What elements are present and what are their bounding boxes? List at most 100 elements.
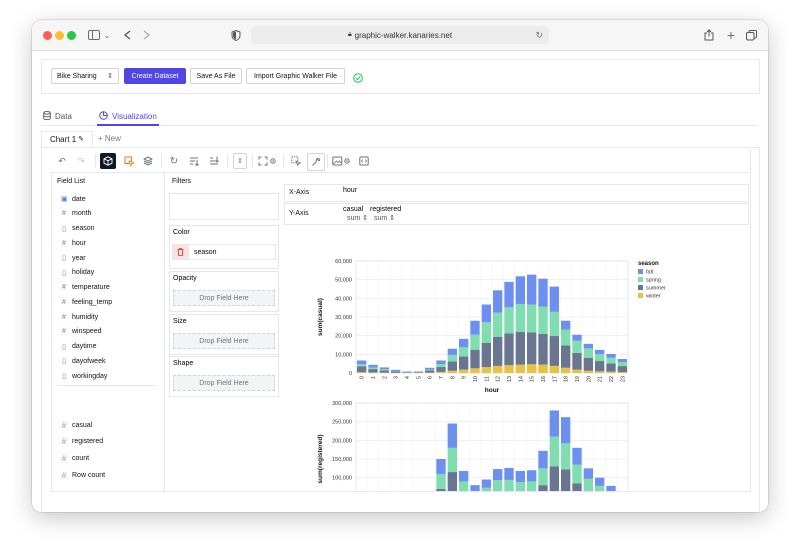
bar-summer	[538, 333, 548, 365]
bar-spring	[515, 303, 525, 332]
refresh-icon[interactable]: ↻	[169, 155, 179, 167]
field-item-holiday[interactable]: ▯ holiday	[61, 268, 94, 278]
bar-summer	[413, 372, 423, 373]
zoom-window-button[interactable]	[67, 31, 76, 40]
image-export-icon[interactable]	[331, 153, 353, 169]
stack-mode-select[interactable]: ⇕	[233, 153, 247, 169]
field-item-temperature[interactable]: # temperature	[61, 283, 110, 293]
cube-icon[interactable]	[100, 153, 116, 169]
y-field-aggregation[interactable]: sum ⇕	[343, 214, 368, 223]
new-chart-tab[interactable]: + New	[98, 134, 121, 143]
brush-select-icon[interactable]	[288, 153, 304, 169]
size-drop-zone[interactable]: Drop Field Here	[173, 333, 275, 349]
chevron-down-icon[interactable]: ⌄	[103, 30, 111, 40]
reload-icon[interactable]: ↻	[535, 29, 543, 40]
text-field-icon: ▯	[62, 358, 66, 366]
field-item-winspeed[interactable]: # winspeed	[61, 327, 102, 337]
tab-visualization[interactable]: Visualization	[97, 108, 159, 126]
measure-item-label: Row count	[72, 472, 106, 480]
redo-icon[interactable]: ↷	[77, 155, 85, 166]
sidebar-toggle-icon[interactable]	[86, 26, 102, 44]
back-icon[interactable]	[121, 26, 133, 44]
resize-icon[interactable]	[257, 153, 279, 169]
measure-item-row-count[interactable]: # Row count	[61, 471, 105, 481]
create-dataset-button[interactable]: Create Dataset	[124, 68, 186, 84]
x-tick-label: 7	[439, 376, 445, 379]
undo-icon[interactable]: ↶	[58, 155, 66, 166]
save-as-file-button[interactable]: Save As File	[190, 68, 242, 84]
check-circle-icon	[353, 70, 363, 83]
share-icon[interactable]	[702, 26, 716, 44]
bar-spring	[425, 369, 435, 371]
x-tick-label: 18	[564, 376, 570, 382]
field-item-label: hour	[72, 239, 87, 247]
field-item-daytime[interactable]: ▯ daytime	[61, 342, 97, 352]
layers-icon[interactable]	[140, 153, 156, 169]
dataset-toolbar: Bike Sharing ⇕ Create Dataset Save As Fi…	[41, 59, 760, 94]
bar-fall	[379, 367, 389, 370]
bar-fall	[357, 360, 367, 365]
field-item-humidity[interactable]: # humidity	[61, 312, 98, 322]
field-item-label: dayofweek	[72, 357, 106, 365]
trash-icon[interactable]	[173, 245, 189, 259]
bar-fall	[504, 467, 514, 480]
x-axis-field[interactable]: hour	[343, 187, 358, 194]
bar-summer	[470, 349, 480, 369]
legend-label-spring: spring	[646, 278, 661, 284]
measure-item-count[interactable]: # count	[61, 454, 89, 464]
x-axis-label: X-Axis	[289, 189, 310, 196]
x-axis-shelf[interactable]: X-Axis hour	[284, 184, 749, 202]
address-bar[interactable]: 🔒︎ graphic-walker.kanaries.net ↻	[251, 26, 549, 44]
code-icon[interactable]	[356, 153, 372, 169]
import-file-button[interactable]: Import Graphic Walker File	[246, 68, 345, 84]
y-tick-label: 100,000	[332, 476, 352, 482]
field-item-feeling-temp[interactable]: # feeling_temp	[61, 297, 112, 307]
measure-item-registered[interactable]: # registered	[61, 437, 103, 447]
tab-visualization-label: Visualization	[112, 111, 157, 121]
x-tick-label: 2	[382, 376, 388, 379]
field-item-season[interactable]: ▯ season	[61, 224, 95, 234]
bar-summer	[436, 488, 446, 504]
edit-icon[interactable]: ✎	[78, 136, 85, 143]
field-divider	[57, 385, 157, 386]
sort-ascending-icon[interactable]	[186, 153, 202, 169]
tab-chart-1[interactable]: Chart 1 ✎	[41, 131, 93, 147]
field-item-hour[interactable]: # hour	[61, 238, 86, 248]
bar-spring	[447, 354, 457, 362]
tab-overview-icon[interactable]	[744, 26, 758, 44]
sort-descending-icon[interactable]	[206, 153, 222, 169]
field-item-date[interactable]: ▣ date	[61, 194, 86, 204]
opacity-drop-zone[interactable]: Drop Field Here	[173, 290, 275, 306]
forward-icon[interactable]	[140, 26, 152, 44]
field-item-workingday[interactable]: ▯ workingday	[61, 371, 107, 381]
toolbar-divider	[227, 154, 228, 168]
new-tab-icon[interactable]: +	[726, 27, 736, 43]
x-tick-label: 12	[496, 376, 502, 382]
x-tick-label: 6	[428, 376, 434, 379]
bar-fall	[595, 477, 605, 486]
y-field-registered[interactable]: registered sum ⇕	[370, 205, 401, 223]
measure-item-casual[interactable]: # casual	[61, 420, 92, 430]
field-item-dayofweek[interactable]: ▯ dayofweek	[61, 356, 105, 366]
select-arrows-icon: ⇕	[107, 73, 113, 80]
wrench-icon[interactable]	[307, 153, 325, 171]
y-axis-shelf[interactable]: Y-Axis casual sum ⇕ registered sum ⇕	[284, 203, 749, 225]
y-field-casual[interactable]: casual sum ⇕	[343, 205, 368, 223]
field-item-month[interactable]: # month	[61, 209, 91, 219]
number-icon: #	[61, 454, 67, 464]
bar-fall	[617, 359, 627, 362]
bar-spring	[459, 481, 469, 493]
minimize-window-button[interactable]	[55, 31, 64, 40]
bar-fall	[561, 417, 571, 444]
y-field-aggregation[interactable]: sum ⇕	[370, 214, 401, 223]
bar-fall	[391, 369, 401, 371]
close-window-button[interactable]	[43, 31, 52, 40]
dataset-select[interactable]: Bike Sharing ⇕	[51, 68, 119, 84]
filters-drop-zone[interactable]	[169, 193, 279, 220]
shape-drop-zone[interactable]: Drop Field Here	[173, 375, 275, 391]
mark-type-icon[interactable]	[121, 153, 137, 169]
color-field-pill[interactable]: season	[172, 244, 276, 260]
field-item-year[interactable]: ▯ year	[61, 253, 86, 263]
field-item-label: daytime	[72, 343, 97, 350]
tab-data[interactable]: Data	[43, 108, 72, 124]
